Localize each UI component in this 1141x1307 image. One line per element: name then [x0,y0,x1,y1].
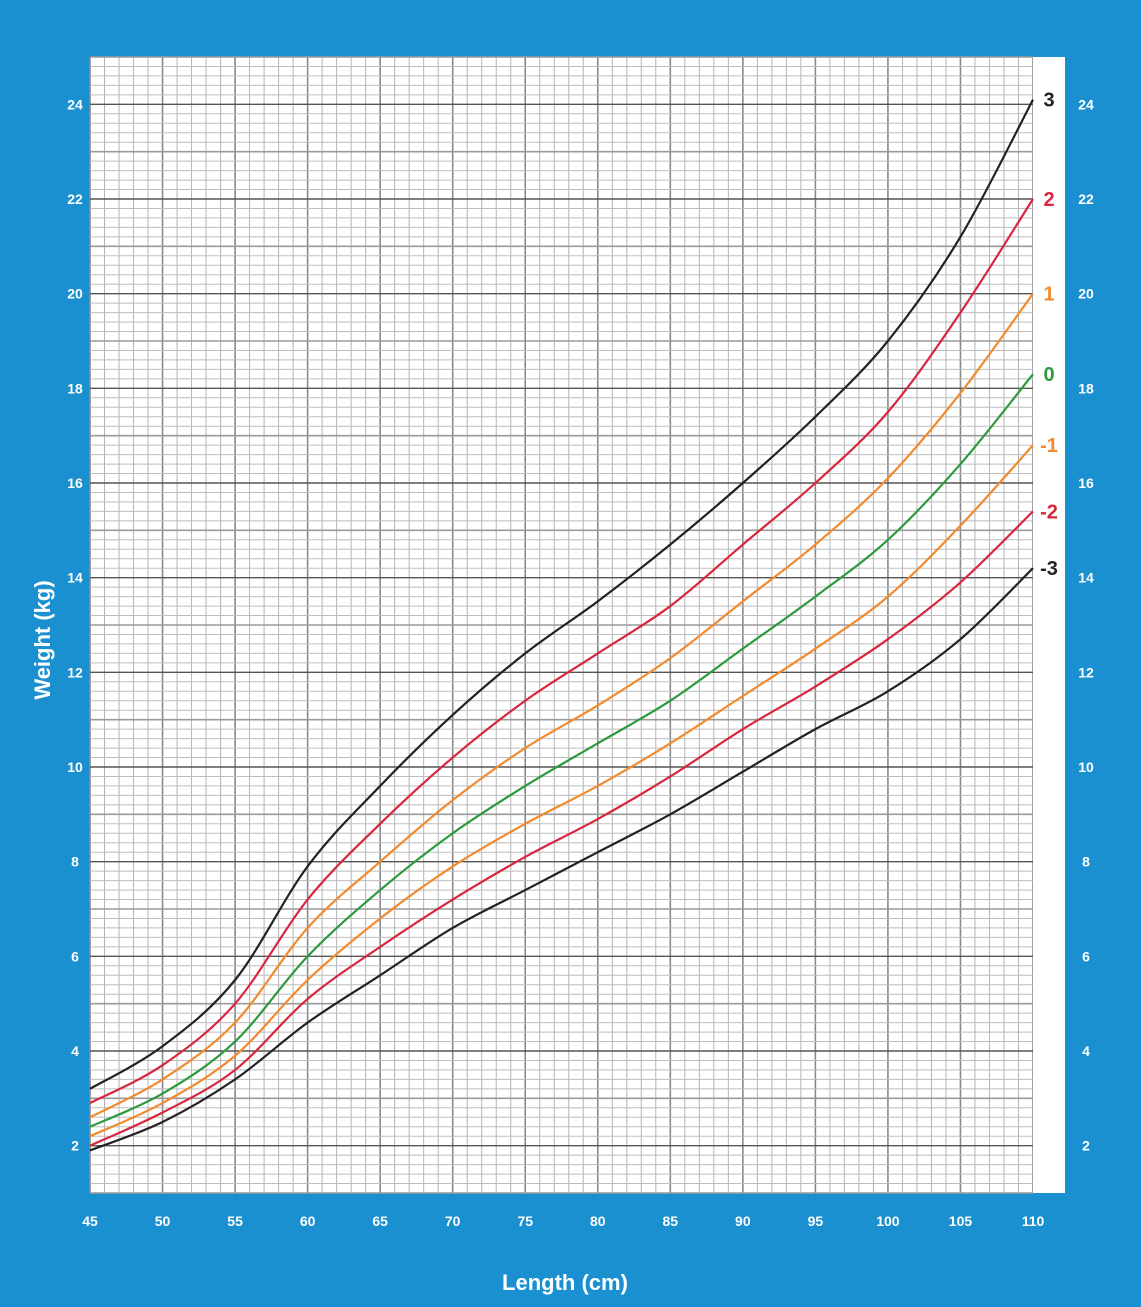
y-tick-label-left: 22 [67,191,83,207]
y-tick-label-right: 24 [1078,96,1094,112]
y-tick-label-right: 8 [1082,854,1090,870]
series-label--3: -3 [1040,558,1058,580]
y-tick-label-left: 18 [67,380,83,396]
series-line--1 [89,444,1034,1138]
x-tick-labels: 45 50 55 60 65 70 75 80 85 90 95 100 105 110 [82,1213,1044,1229]
y-tick-label-left: 10 [67,759,83,775]
y-tick-label-right: 4 [1082,1043,1090,1059]
y-tick-label-left: 4 [71,1043,79,1059]
y-tick-label-right: 14 [1078,570,1094,586]
y-tick-label-right: 20 [1078,286,1094,302]
x-tick-label: 50 [155,1213,171,1229]
series-lines [89,99,1034,1152]
y-tick-label-right: 22 [1078,191,1094,207]
y-tick-label-right: 18 [1078,380,1094,396]
series-label-1: 1 [1043,284,1054,306]
x-tick-label: 95 [808,1213,824,1229]
series-label-2: 2 [1043,189,1054,211]
y-tick-label-right: 2 [1082,1138,1090,1154]
x-tick-label: 85 [663,1213,679,1229]
x-axis-label: Length (cm) [502,1270,628,1295]
y-axis-label: Weight (kg) [30,580,55,699]
y-tick-label-left: 8 [71,854,79,870]
series-label--2: -2 [1040,501,1058,523]
y-tick-label-left: 14 [67,570,83,586]
x-tick-label: 65 [372,1213,388,1229]
x-tick-label: 105 [949,1213,973,1229]
label-column [1033,57,1065,1193]
series-line-3 [89,99,1034,1090]
series-line--3 [89,567,1034,1152]
y-tick-label-left: 6 [71,948,79,964]
y-tick-label-right: 12 [1078,664,1094,680]
series-line--2 [89,510,1034,1147]
x-tick-label: 80 [590,1213,606,1229]
x-tick-label: 75 [517,1213,533,1229]
grid [89,56,1065,1194]
series-labels: 3 2 1 0 -1 -2 -3 [1040,90,1058,581]
x-tick-label: 70 [445,1213,461,1229]
x-tick-label: 55 [227,1213,243,1229]
series-label-0: 0 [1043,364,1054,386]
y-tick-label-left: 16 [67,475,83,491]
y-tick-label-right: 6 [1082,948,1090,964]
y-tick-label-right: 16 [1078,475,1094,491]
series-label-3: 3 [1043,90,1054,112]
series-label--1: -1 [1040,435,1058,457]
x-tick-label: 45 [82,1213,98,1229]
x-tick-label: 100 [876,1213,900,1229]
x-tick-label: 110 [1022,1213,1045,1229]
y-tick-label-right: 10 [1078,759,1094,775]
y-tick-label-left: 24 [67,96,83,112]
y-tick-label-left: 2 [71,1138,79,1154]
series-line-0 [89,373,1034,1128]
series-line-1 [89,293,1034,1119]
y-tick-label-left: 20 [67,286,83,302]
x-tick-label: 90 [735,1213,751,1229]
series-line-2 [89,198,1034,1105]
x-tick-label: 60 [300,1213,316,1229]
y-tick-label-left: 12 [67,664,83,680]
